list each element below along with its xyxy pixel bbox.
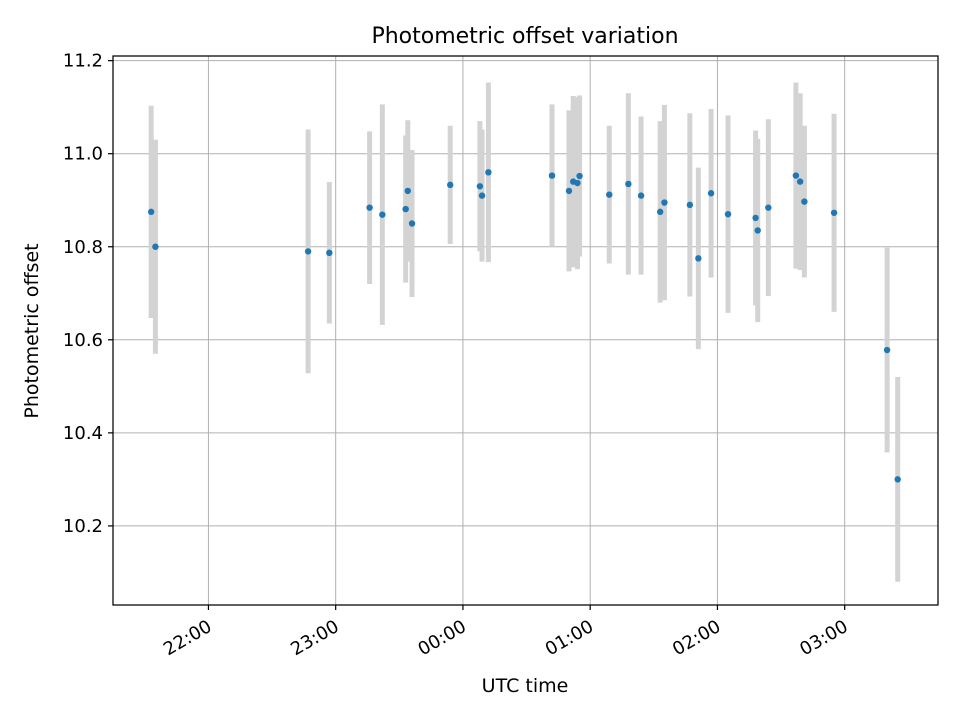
data-point	[625, 180, 632, 188]
data-point	[404, 187, 411, 195]
data-point	[754, 227, 761, 234]
y-tick-label: 10.6	[63, 330, 103, 351]
data-point	[686, 201, 694, 209]
data-point	[304, 248, 312, 255]
plot-frame	[112, 55, 939, 606]
data-point	[548, 172, 556, 179]
data-point	[894, 476, 901, 483]
data-point	[574, 179, 581, 187]
data-point	[379, 211, 386, 218]
data-point	[326, 249, 333, 257]
data-point	[637, 192, 645, 199]
y-tick-label: 10.2	[63, 516, 103, 537]
data-point	[565, 187, 573, 195]
data-point	[485, 169, 492, 176]
y-axis-label: Photometric offset	[21, 243, 43, 418]
data-point	[366, 204, 373, 211]
data-point	[478, 192, 486, 199]
data-point	[476, 183, 484, 190]
data-point	[606, 191, 613, 198]
data-point	[447, 181, 454, 189]
data-point	[801, 198, 808, 205]
data-point	[792, 172, 800, 179]
y-tick-label: 11.0	[63, 144, 103, 165]
data-points	[147, 169, 901, 483]
data-point	[765, 204, 772, 211]
y-tick-label: 10.8	[63, 237, 103, 258]
y-tick-label: 10.4	[63, 423, 103, 444]
data-point	[147, 208, 155, 216]
data-point	[408, 220, 416, 227]
data-point	[752, 214, 759, 222]
data-point	[724, 210, 732, 218]
data-point	[883, 346, 891, 354]
data-point	[707, 190, 715, 197]
data-point	[152, 243, 159, 250]
chart-title: Photometric offset variation	[371, 24, 678, 49]
data-point	[695, 255, 702, 262]
data-point	[796, 178, 804, 185]
data-point	[656, 208, 664, 216]
data-point	[402, 205, 409, 213]
data-point	[830, 209, 838, 216]
x-axis-label: UTC time	[482, 675, 569, 697]
data-point	[576, 172, 583, 180]
data-point	[661, 199, 668, 206]
y-tick-label: 11.2	[63, 51, 103, 72]
